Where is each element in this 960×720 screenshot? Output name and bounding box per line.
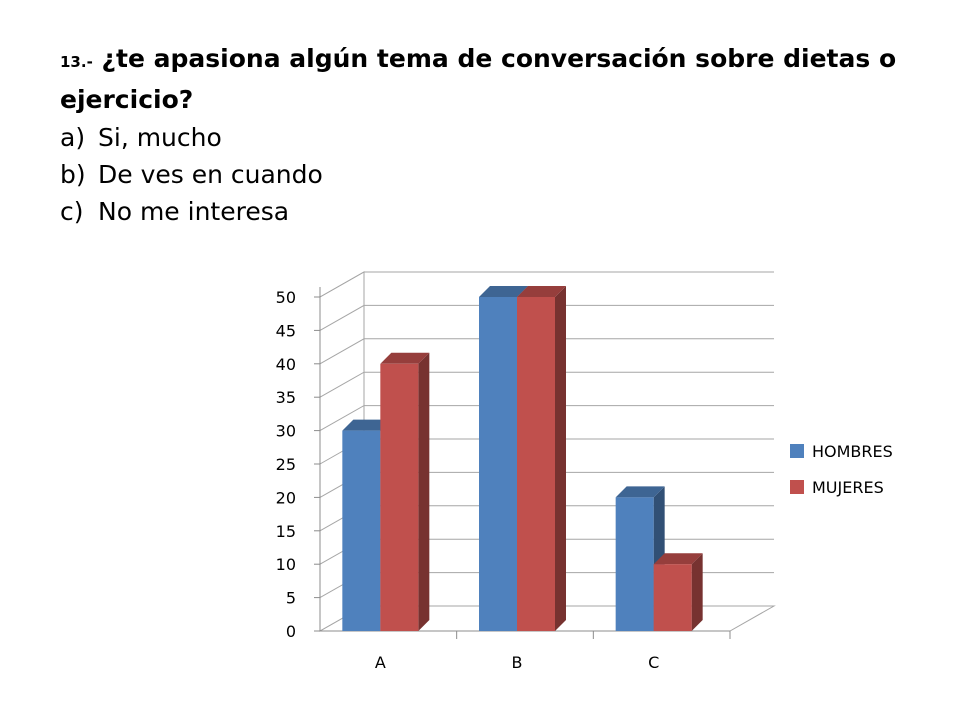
bar-hombres-a [342, 430, 381, 631]
bar-side [418, 352, 430, 631]
y-tick-label: 0 [286, 622, 296, 641]
option-a: a) Si, mucho [60, 119, 920, 156]
bar-top [380, 352, 430, 364]
option-c: c) No me interesa [60, 193, 920, 230]
bar-side [691, 553, 703, 631]
bar-mujeres-b [517, 297, 555, 631]
gridline [319, 338, 774, 365]
x-category-label: A [375, 653, 386, 672]
bar-mujeres-c [653, 564, 692, 631]
bar-top [615, 486, 665, 498]
option-letter: a) [60, 123, 86, 152]
x-category-label: C [648, 653, 659, 672]
gridline [319, 304, 774, 331]
bar-hombres-c [615, 497, 654, 631]
y-tick-label: 35 [276, 388, 296, 407]
option-text: Si, mucho [98, 123, 222, 152]
option-letter: b) [60, 160, 86, 189]
bar-top [517, 286, 566, 297]
bar-hombres-b [479, 297, 517, 631]
bar-side [555, 286, 566, 631]
option-text: De ves en cuando [98, 160, 323, 189]
gridline [319, 271, 774, 298]
bar-top [653, 553, 703, 565]
y-tick-label: 20 [276, 488, 296, 507]
y-tick-label: 40 [276, 355, 296, 374]
option-b: b) De ves en cuando [60, 156, 920, 193]
bar-top [479, 286, 528, 297]
question-number: 13.- [60, 53, 93, 71]
legend-label: HOMBRES [812, 442, 893, 461]
option-text: No me interesa [98, 197, 290, 226]
legend-swatch [790, 480, 804, 494]
legend-label: MUJERES [812, 478, 884, 497]
bar-top [342, 419, 392, 431]
x-category-label: B [512, 653, 523, 672]
y-tick-label: 45 [276, 321, 296, 340]
legend-swatch [790, 444, 804, 458]
y-tick-label: 10 [276, 555, 296, 574]
bar-mujeres-a [380, 363, 419, 631]
y-tick-label: 30 [276, 422, 296, 441]
gridline [319, 405, 774, 432]
gridline [319, 371, 774, 398]
y-tick-label: 50 [276, 288, 296, 307]
answer-options: a) Si, mucho b) De ves en cuando c) No me i… [60, 119, 920, 230]
slide-text: 13.- ¿te apasiona algún tema de conversa… [60, 40, 920, 230]
question-text: ¿te apasiona algún tema de conversación … [60, 44, 897, 114]
y-tick-label: 15 [276, 522, 296, 541]
y-tick-label: 25 [276, 455, 296, 474]
y-tick-label: 5 [286, 589, 296, 608]
option-letter: c) [60, 197, 84, 226]
question: 13.- ¿te apasiona algún tema de conversa… [60, 40, 920, 119]
